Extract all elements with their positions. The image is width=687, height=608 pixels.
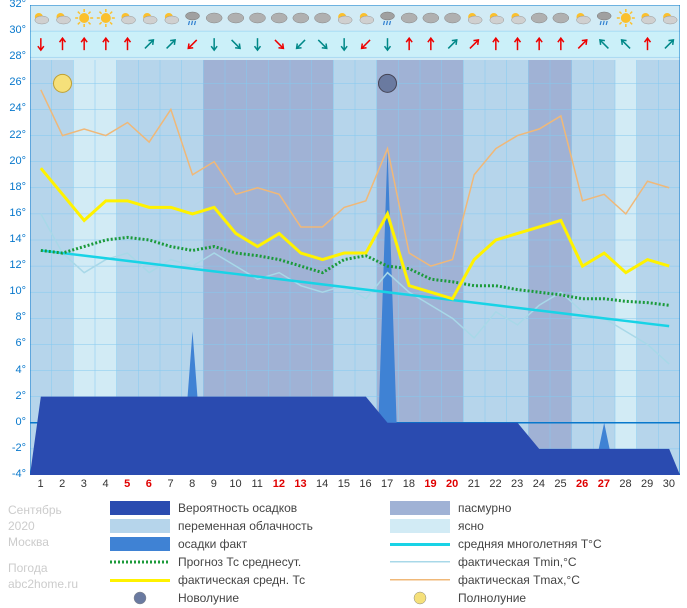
legend-item: Прогноз Тс среднесут. <box>110 554 390 570</box>
footer-brand1: Погода <box>8 560 48 576</box>
footer-brand2: abc2home.ru <box>8 576 78 592</box>
legend-item: фактическая Tmax,°С <box>390 572 670 588</box>
legend-item: фактическая Tmin,°С <box>390 554 670 570</box>
legend-item: Новолуние <box>110 590 390 606</box>
y-axis: 32°30°28°26°24°22°20°18°16°14°12°10°8°6°… <box>0 5 30 475</box>
legend-item: фактическая средн. Тс <box>110 572 390 588</box>
legend: Вероятность осадков переменная облачность… <box>110 500 680 608</box>
legend-item: ясно <box>390 518 670 534</box>
plot-area <box>30 5 680 475</box>
weather-chart: 32°30°28°26°24°22°20°18°16°14°12°10°8°6°… <box>0 0 687 599</box>
legend-item: переменная облачность <box>110 518 390 534</box>
legend-item: пасмурно <box>390 500 670 516</box>
x-axis: 1234567891011121314151617181920212223242… <box>30 478 680 494</box>
footer-city: Москва <box>8 534 49 550</box>
footer-month: Сентябрь <box>8 502 62 518</box>
legend-item: Вероятность осадков <box>110 500 390 516</box>
legend-item: средняя многолетняя Т°С <box>390 536 670 552</box>
footer-year: 2020 <box>8 518 35 534</box>
legend-item: осадки факт <box>110 536 390 552</box>
legend-item: Полнолуние <box>390 590 670 606</box>
